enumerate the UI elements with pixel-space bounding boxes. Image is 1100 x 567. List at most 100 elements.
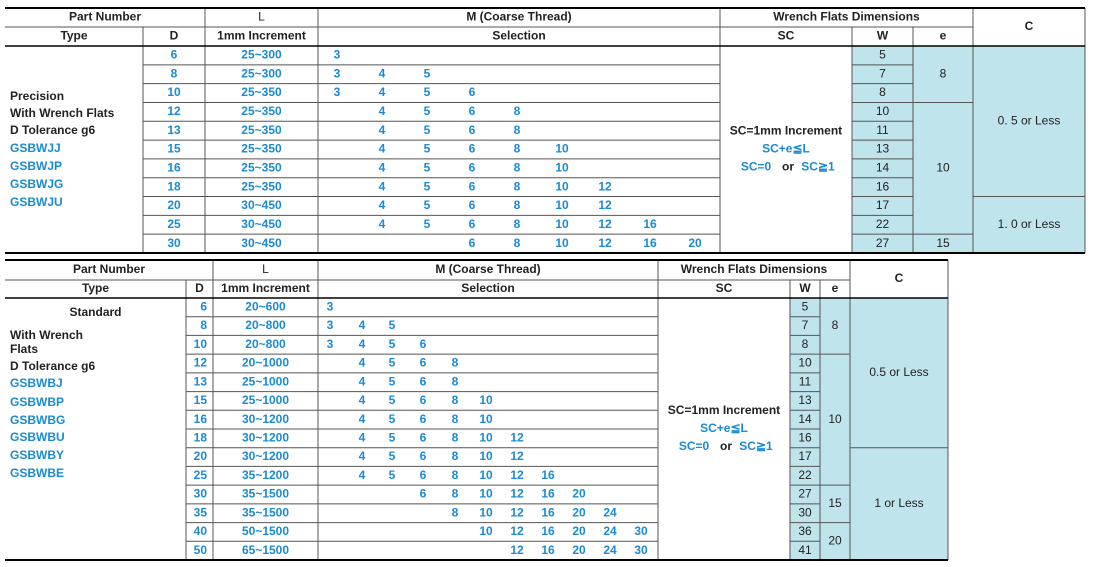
type-text: Precision: [10, 89, 64, 103]
m-cell: 16: [541, 543, 555, 557]
w-cell: 10: [876, 104, 890, 118]
m-cell: 5: [389, 374, 396, 388]
m-cell: 4: [359, 374, 366, 388]
m-cell: 5: [424, 179, 431, 193]
m-cell: 4: [379, 198, 386, 212]
header-cell: e: [940, 29, 947, 43]
m-cell: 12: [510, 524, 524, 538]
type-text: GSBWJG: [10, 177, 63, 191]
d-cell: 30: [194, 487, 208, 501]
l-cell: 20~600: [245, 300, 286, 314]
m-cell: 10: [479, 468, 493, 482]
header-cell: L: [262, 262, 269, 276]
l-cell: 20~800: [245, 318, 286, 332]
l-cell: 35~1500: [242, 487, 289, 501]
m-cell: 6: [469, 104, 476, 118]
c-cell: 0. 5 or Less: [998, 113, 1061, 127]
e-cell: 15: [936, 236, 950, 250]
w-cell: 16: [876, 179, 890, 193]
header-cell: 1mm Increment: [217, 29, 306, 43]
w-cell: 7: [802, 318, 809, 332]
m-cell: 5: [424, 142, 431, 156]
d-cell: 20: [167, 198, 181, 212]
m-cell: 8: [452, 356, 459, 370]
m-cell: 6: [420, 337, 427, 351]
m-cell: 10: [479, 393, 493, 407]
e-cell: 10: [828, 412, 842, 426]
w-cell: 13: [876, 142, 890, 156]
type-text: With Wrench: [10, 328, 83, 342]
e-cell: 15: [828, 496, 842, 510]
d-cell: 8: [200, 318, 207, 332]
l-cell: 65~1500: [242, 543, 289, 557]
m-cell: 10: [479, 412, 493, 426]
l-cell: 35~1200: [242, 468, 289, 482]
type-text: GSBWBE: [10, 466, 64, 480]
m-cell: 6: [420, 468, 427, 482]
w-cell: 7: [879, 66, 886, 80]
m-cell: 3: [334, 85, 341, 99]
d-cell: 15: [167, 142, 181, 156]
m-cell: 5: [389, 412, 396, 426]
d-cell: 16: [194, 412, 208, 426]
m-cell: 10: [479, 524, 493, 538]
d-cell: 18: [167, 179, 181, 193]
m-cell: 10: [479, 505, 493, 519]
type-text: D Tolerance g6: [10, 359, 95, 373]
l-cell: 25~1000: [242, 393, 289, 407]
w-cell: 8: [802, 337, 809, 351]
c-cell: 0.5 or Less: [869, 365, 928, 379]
sc-text: SC+e≦L: [762, 142, 810, 156]
m-cell: 8: [514, 123, 521, 137]
m-cell: 4: [359, 468, 366, 482]
m-cell: 6: [469, 179, 476, 193]
sc-text: SC=0: [741, 160, 772, 174]
m-cell: 3: [327, 318, 334, 332]
m-cell: 8: [452, 487, 459, 501]
m-cell: 10: [555, 179, 569, 193]
m-cell: 6: [420, 412, 427, 426]
w-cell: 8: [879, 85, 886, 99]
header-cell: Selection: [461, 281, 514, 295]
type-text: GSBWBY: [10, 448, 64, 462]
l-cell: 25~1000: [242, 374, 289, 388]
l-cell: 25~350: [241, 104, 282, 118]
m-cell: 6: [469, 160, 476, 174]
sc-text: SC≧1: [739, 439, 773, 453]
header-cell: D: [170, 29, 179, 43]
m-cell: 3: [334, 66, 341, 80]
m-cell: 5: [389, 356, 396, 370]
shaded-cells: [852, 46, 1085, 253]
m-cell: 8: [514, 104, 521, 118]
header-cell: SC: [778, 29, 795, 43]
m-cell: 4: [379, 160, 386, 174]
w-cell: 22: [798, 468, 812, 482]
l-cell: 30~1200: [242, 449, 289, 463]
d-cell: 6: [200, 300, 207, 314]
type-text: GSBWBJ: [10, 376, 63, 390]
sc-text: SC=1mm Increment: [730, 124, 842, 138]
l-cell: 25~350: [241, 160, 282, 174]
m-cell: 12: [510, 505, 524, 519]
e-cell: 8: [940, 66, 947, 80]
m-cell: 4: [359, 431, 366, 445]
header-cell: L: [258, 10, 265, 24]
header-cell: Wrench Flats Dimensions: [773, 10, 920, 24]
m-cell: 24: [603, 524, 617, 538]
w-cell: 11: [876, 123, 889, 137]
d-cell: 10: [167, 85, 181, 99]
w-cell: 5: [802, 300, 809, 314]
m-cell: 4: [379, 85, 386, 99]
m-cell: 3: [327, 337, 334, 351]
m-cell: 16: [541, 505, 555, 519]
m-cell: 4: [379, 179, 386, 193]
m-cell: 6: [469, 236, 476, 250]
type-text: GSBWBU: [10, 430, 65, 444]
m-cell: 16: [643, 217, 657, 231]
m-cell: 5: [389, 431, 396, 445]
m-cell: 8: [514, 236, 521, 250]
w-cell: 14: [798, 412, 812, 426]
type-text: GSBWBG: [10, 413, 65, 427]
m-cell: 10: [479, 487, 493, 501]
